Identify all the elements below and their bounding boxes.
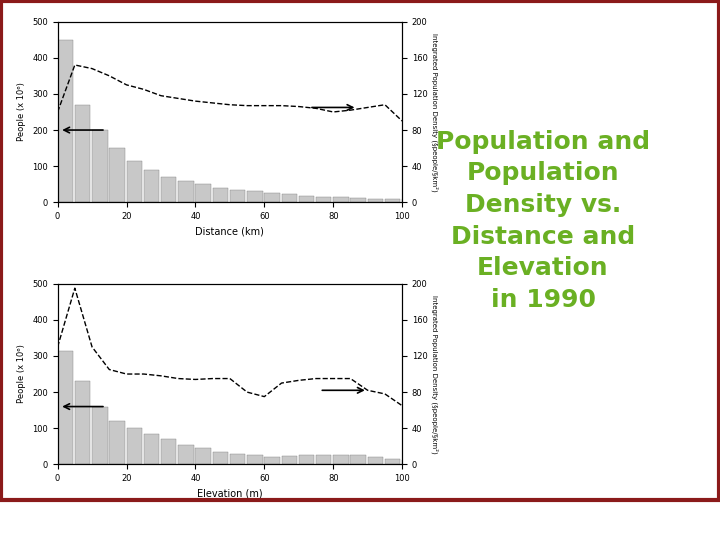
Bar — [195, 448, 211, 464]
Bar — [92, 407, 107, 464]
Bar — [299, 455, 314, 464]
Bar — [282, 456, 297, 464]
Bar — [316, 197, 331, 202]
Bar — [144, 170, 159, 202]
Text: UNFCCC: UNFCCC — [107, 515, 152, 525]
Bar — [282, 194, 297, 202]
Bar — [264, 457, 280, 464]
Bar — [212, 452, 228, 464]
Bar — [402, 199, 418, 202]
Bar — [402, 460, 418, 464]
Bar — [212, 188, 228, 202]
Bar — [368, 199, 383, 202]
Bar — [58, 39, 73, 202]
Bar — [333, 197, 348, 202]
Bar — [75, 105, 90, 202]
Bar — [195, 184, 211, 202]
Bar — [351, 198, 366, 202]
Bar — [92, 130, 107, 202]
Bar — [75, 381, 90, 464]
Y-axis label: Integrated Population Density (§people/§km²): Integrated Population Density (§people/§… — [431, 295, 438, 454]
Y-axis label: Integrated Population Density (§people/§km²): Integrated Population Density (§people/§… — [431, 32, 438, 191]
Bar — [385, 459, 400, 464]
Bar — [333, 455, 348, 464]
Bar — [368, 457, 383, 464]
Bar — [299, 196, 314, 202]
Y-axis label: People (x 10⁶): People (x 10⁶) — [17, 83, 27, 141]
Bar — [127, 161, 142, 202]
X-axis label: Elevation (m): Elevation (m) — [197, 489, 263, 498]
Y-axis label: People (x 10⁶): People (x 10⁶) — [17, 345, 27, 403]
Bar — [385, 199, 400, 202]
X-axis label: Distance (km): Distance (km) — [195, 227, 264, 237]
Bar — [58, 350, 73, 464]
Bar — [161, 439, 176, 464]
Bar — [144, 434, 159, 464]
Bar — [109, 148, 125, 202]
Bar — [316, 455, 331, 464]
Bar — [230, 454, 246, 464]
Bar — [264, 193, 280, 202]
Bar — [351, 455, 366, 464]
Bar — [109, 421, 125, 464]
Bar — [161, 177, 176, 202]
Bar — [247, 455, 263, 464]
Bar — [247, 192, 263, 202]
Bar — [178, 444, 194, 464]
Text: Population and
Population
Density vs.
Distance and
Elevation
in 1990: Population and Population Density vs. Di… — [436, 130, 650, 312]
Bar — [178, 181, 194, 202]
Bar — [127, 428, 142, 464]
Bar — [230, 190, 246, 202]
Text: UNITED NATIONS FRAMEWORK CONVENTION ON CLIMATE CHANGE: UNITED NATIONS FRAMEWORK CONVENTION ON C… — [324, 515, 569, 524]
